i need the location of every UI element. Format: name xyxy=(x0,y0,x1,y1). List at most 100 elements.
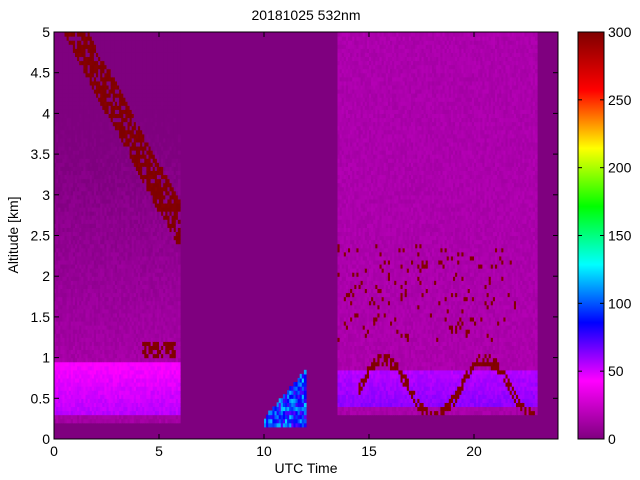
heatmap-cell xyxy=(119,296,122,302)
heatmap-cell xyxy=(142,162,145,167)
heatmap-cell xyxy=(83,129,87,135)
heatmap-cell xyxy=(70,390,74,395)
heatmap-cell xyxy=(106,141,110,147)
heatmap-cell xyxy=(156,162,160,167)
heatmap-cell xyxy=(112,182,116,188)
heatmap-cell xyxy=(135,390,139,395)
heatmap-cell xyxy=(110,406,114,412)
heatmap-cell xyxy=(54,76,57,82)
heatmap-cell xyxy=(135,316,139,322)
heatmap-cell xyxy=(129,202,133,208)
heatmap-cell xyxy=(98,333,101,338)
heatmap-cell xyxy=(154,272,158,277)
heatmap-cell xyxy=(152,341,156,346)
heatmap-cell xyxy=(156,93,160,98)
heatmap-cell xyxy=(142,349,145,355)
heatmap-cell xyxy=(98,121,101,127)
heatmap-cell xyxy=(66,36,70,41)
heatmap-cell xyxy=(54,52,57,58)
heatmap-cell xyxy=(75,129,78,135)
heatmap-cell xyxy=(150,320,154,326)
heatmap-cell xyxy=(91,40,95,45)
heatmap-cell xyxy=(64,402,68,408)
heatmap-cell xyxy=(133,255,137,261)
heatmap-cell xyxy=(121,365,124,371)
heatmap-cell xyxy=(85,174,89,180)
heatmap-cell xyxy=(150,373,154,379)
heatmap-cell xyxy=(140,198,143,204)
heatmap-cell xyxy=(100,259,103,265)
heatmap-cell xyxy=(110,158,114,163)
heatmap-cell xyxy=(93,325,97,330)
heatmap-cell xyxy=(66,154,70,159)
heatmap-cell xyxy=(114,125,118,131)
heatmap-cell xyxy=(104,312,108,318)
heatmap-cell xyxy=(123,44,126,49)
heatmap-cell xyxy=(121,145,124,151)
heatmap-cell xyxy=(125,373,129,379)
heatmap-cell xyxy=(117,141,120,147)
heatmap-cell xyxy=(121,373,124,379)
heatmap-cell xyxy=(108,109,112,114)
heatmap-cell xyxy=(104,186,108,192)
heatmap-cell xyxy=(66,308,70,314)
heatmap-cell xyxy=(140,36,143,41)
heatmap-cell xyxy=(85,345,89,351)
heatmap-cell xyxy=(96,40,99,45)
heatmap-cell xyxy=(112,44,116,49)
heatmap-cell xyxy=(156,105,160,110)
heatmap-cell xyxy=(75,288,78,294)
heatmap-cell xyxy=(56,406,59,412)
heatmap-cell xyxy=(91,247,95,253)
heatmap-cell xyxy=(135,288,139,294)
heatmap-cell xyxy=(119,117,122,123)
heatmap-cell xyxy=(98,386,101,391)
heatmap-cell xyxy=(156,150,160,155)
heatmap-cell xyxy=(142,211,145,216)
heatmap-cell xyxy=(102,316,105,322)
heatmap-cell xyxy=(106,377,110,383)
heatmap-cell xyxy=(60,386,63,391)
heatmap-cell xyxy=(108,369,112,375)
heatmap-cell xyxy=(125,316,129,322)
heatmap-cell xyxy=(133,36,137,41)
heatmap-cell xyxy=(129,125,133,131)
heatmap-cell xyxy=(138,158,141,163)
heatmap-cell xyxy=(129,345,133,351)
heatmap-cell xyxy=(131,113,135,119)
heatmap-cell xyxy=(144,308,147,314)
heatmap-cell xyxy=(104,300,108,306)
heatmap-cell xyxy=(156,272,160,277)
heatmap-cell xyxy=(142,60,145,66)
heatmap-cell xyxy=(62,166,66,171)
heatmap-cell xyxy=(144,394,147,399)
heatmap-cell xyxy=(72,333,76,338)
heatmap-cell xyxy=(129,52,133,58)
heatmap-cell xyxy=(123,231,126,237)
heatmap-cell xyxy=(110,133,114,139)
heatmap-cell xyxy=(152,36,156,41)
heatmap-cell xyxy=(62,109,66,114)
heatmap-cell xyxy=(58,276,61,281)
heatmap-cell xyxy=(83,377,87,383)
heatmap-cell xyxy=(152,276,156,281)
heatmap-cell xyxy=(150,414,154,420)
heatmap-cell xyxy=(93,72,97,78)
heatmap-cell xyxy=(152,93,156,98)
heatmap-cell xyxy=(83,329,87,334)
heatmap-cell xyxy=(110,219,114,224)
heatmap-cell xyxy=(135,296,139,302)
heatmap-cell xyxy=(110,276,114,281)
heatmap-cell xyxy=(159,101,162,106)
heatmap-cell xyxy=(83,247,87,253)
heatmap-cell xyxy=(100,263,103,269)
heatmap-cell xyxy=(87,235,91,241)
heatmap-cell xyxy=(56,268,59,273)
heatmap-cell xyxy=(144,337,147,342)
heatmap-cell xyxy=(110,150,114,155)
heatmap-cell xyxy=(79,186,82,192)
heatmap-cell xyxy=(54,337,57,342)
heatmap-cell xyxy=(83,170,87,176)
heatmap-cell xyxy=(146,129,150,135)
heatmap-cell xyxy=(110,186,114,192)
